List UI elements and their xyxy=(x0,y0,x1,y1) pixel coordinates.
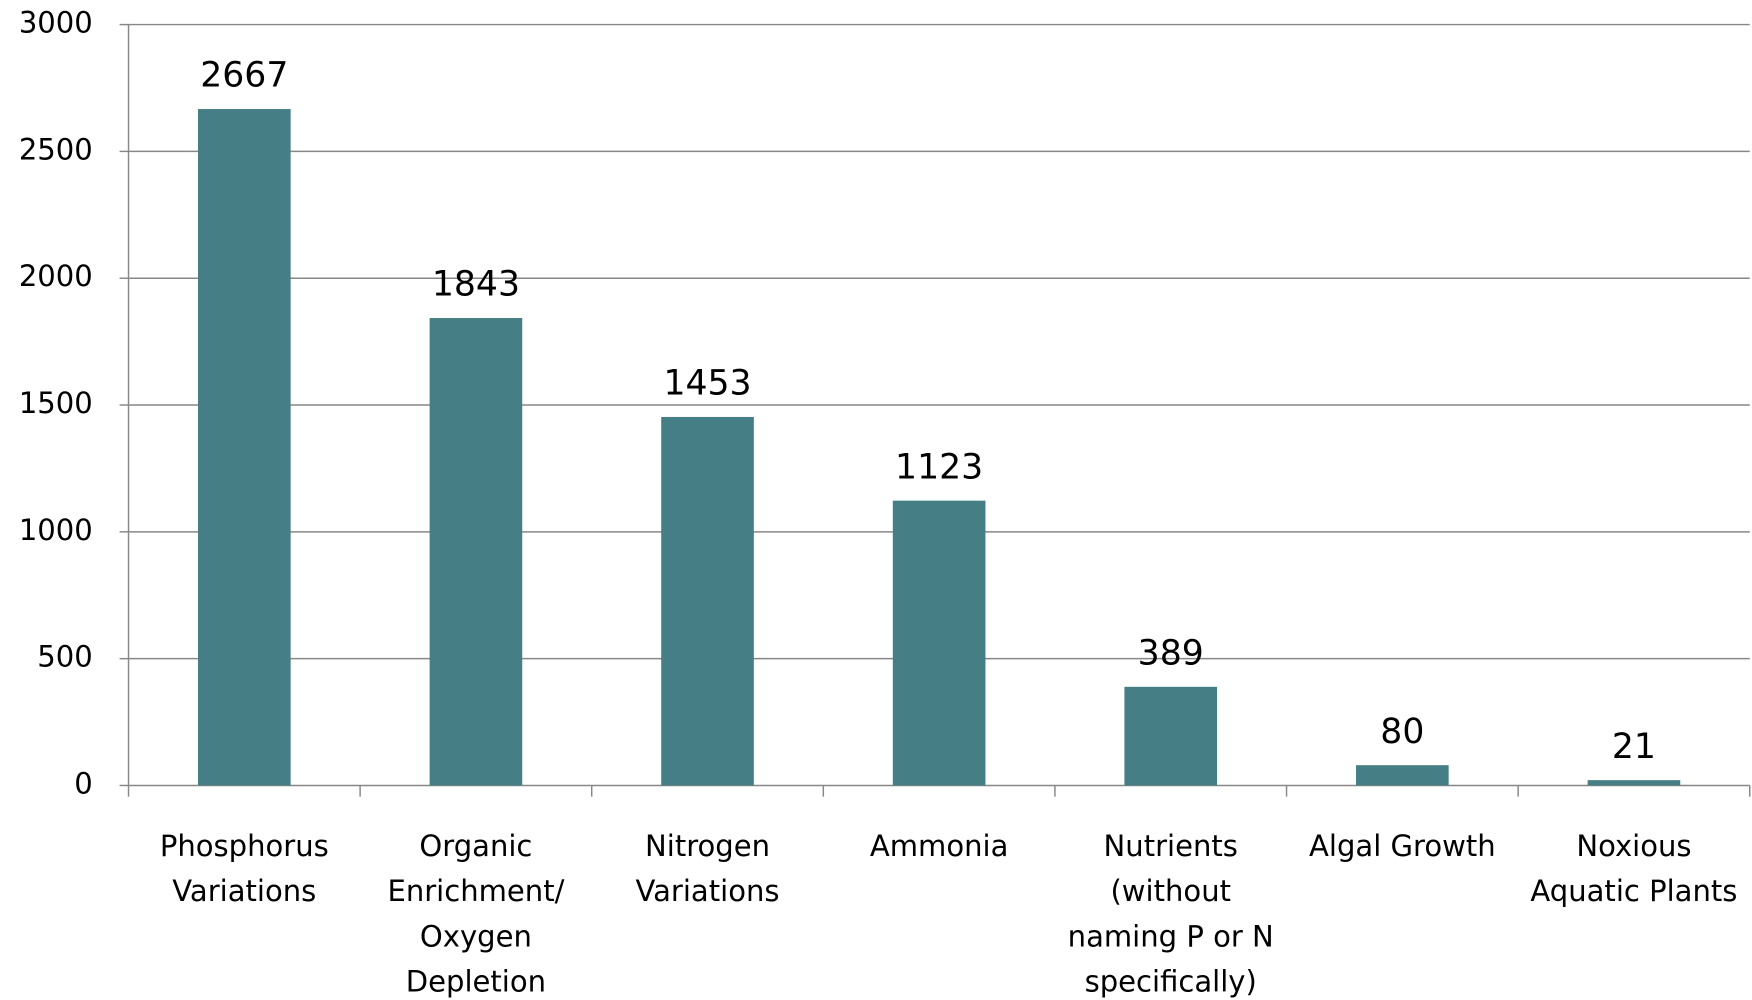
value-label: 2667 xyxy=(200,56,288,96)
bar xyxy=(429,318,523,786)
bar xyxy=(1356,765,1449,786)
value-label: 21 xyxy=(1612,727,1656,767)
bar xyxy=(1587,780,1681,786)
value-label: 1123 xyxy=(895,447,983,487)
y-tick-label: 1000 xyxy=(19,513,93,547)
bar xyxy=(892,500,986,786)
bar xyxy=(661,416,754,786)
x-tick-label: Organic Enrichment/Oxygen Depletion xyxy=(387,829,564,999)
value-label: 389 xyxy=(1138,633,1204,673)
x-tick-label: Noxious Aquatic Plants xyxy=(1530,829,1737,908)
value-label: 1843 xyxy=(432,265,520,305)
y-tick-label: 500 xyxy=(37,640,92,674)
x-tick-label: Algal Growth xyxy=(1309,829,1496,863)
value-label: 80 xyxy=(1380,712,1424,752)
bar xyxy=(1124,686,1218,786)
value-label: 1453 xyxy=(663,364,751,404)
y-tick-label: 1500 xyxy=(19,386,93,420)
y-tick-label: 3000 xyxy=(19,6,93,40)
x-tick-label: Nitrogen Variations xyxy=(636,829,780,908)
x-tick-label: Ammonia xyxy=(870,829,1009,863)
y-tick-label: 0 xyxy=(74,766,92,800)
y-tick-label: 2500 xyxy=(19,132,93,166)
bar xyxy=(197,109,291,786)
x-tick-label: Phosphorus Variations xyxy=(160,829,329,908)
y-tick-label: 2000 xyxy=(19,259,93,293)
